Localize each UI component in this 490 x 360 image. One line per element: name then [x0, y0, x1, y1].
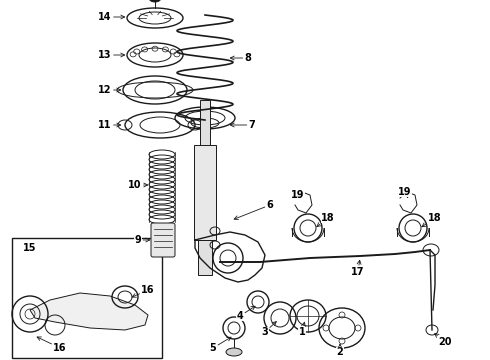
Text: 8: 8: [230, 53, 251, 63]
Text: 11: 11: [98, 120, 121, 130]
FancyBboxPatch shape: [151, 223, 175, 257]
FancyBboxPatch shape: [198, 240, 212, 275]
FancyBboxPatch shape: [200, 100, 210, 148]
Text: 4: 4: [237, 306, 255, 321]
Text: 7: 7: [230, 120, 255, 130]
Text: 2: 2: [337, 344, 343, 357]
Text: 16: 16: [37, 337, 67, 353]
Ellipse shape: [149, 0, 161, 2]
Text: 12: 12: [98, 85, 121, 95]
Text: 9: 9: [135, 235, 149, 245]
Text: 5: 5: [210, 337, 231, 353]
Text: 1: 1: [298, 322, 305, 337]
Text: 3: 3: [262, 321, 276, 337]
Text: 13: 13: [98, 50, 124, 60]
Text: 17: 17: [351, 260, 365, 277]
Text: 19: 19: [291, 190, 305, 200]
Text: 14: 14: [98, 12, 124, 22]
Ellipse shape: [226, 348, 242, 356]
Text: 10: 10: [128, 180, 147, 190]
Text: 16: 16: [132, 285, 155, 297]
Text: 19: 19: [398, 187, 412, 198]
Text: 18: 18: [317, 213, 335, 226]
FancyBboxPatch shape: [194, 145, 216, 240]
Polygon shape: [30, 293, 148, 330]
Text: 6: 6: [234, 200, 273, 220]
FancyBboxPatch shape: [12, 238, 162, 358]
Text: 18: 18: [422, 213, 442, 227]
Text: 15: 15: [23, 243, 37, 253]
Text: 20: 20: [435, 333, 452, 347]
